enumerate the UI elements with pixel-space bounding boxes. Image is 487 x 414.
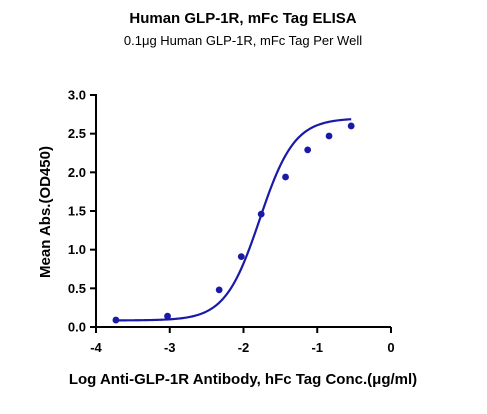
- data-point: [164, 312, 171, 320]
- data-point: [237, 253, 245, 261]
- y-tick-label: 2.5: [68, 126, 86, 141]
- y-tick-label: 1.5: [68, 204, 86, 219]
- x-tick-label: -1: [311, 340, 323, 355]
- x-tick-label: -3: [164, 340, 176, 355]
- y-tick-label: 0.0: [68, 320, 86, 335]
- y-axis-label: Mean Abs.(OD450): [37, 146, 54, 278]
- fit-curve: [115, 118, 352, 322]
- y-tick-label: 3.0: [68, 88, 86, 103]
- data-point: [347, 122, 355, 130]
- chart-subtitle: 0.1μg Human GLP-1R, mFc Tag Per Well: [124, 33, 362, 48]
- data-point: [257, 210, 265, 218]
- x-tick-label: -4: [90, 340, 102, 355]
- chart-title: Human GLP-1R, mFc Tag ELISA: [129, 10, 356, 27]
- y-tick-label: 2.0: [68, 165, 86, 180]
- plot-area: 0.0 0.5 1.0 1.5 2.0 2.5 3.0 -4 -3 -2 -1 0: [68, 88, 395, 356]
- data-point: [325, 132, 333, 140]
- data-point: [215, 286, 223, 294]
- x-tick-label: -2: [238, 340, 250, 355]
- x-axis-label: Log Anti-GLP-1R Antibody, hFc Tag Conc.(…: [69, 371, 417, 388]
- data-point: [112, 316, 120, 324]
- y-tick-label: 0.5: [68, 281, 86, 296]
- data-point: [282, 173, 289, 181]
- data-point: [304, 146, 312, 154]
- y-tick-label: 1.0: [68, 242, 86, 257]
- x-tick-label: 0: [387, 340, 394, 355]
